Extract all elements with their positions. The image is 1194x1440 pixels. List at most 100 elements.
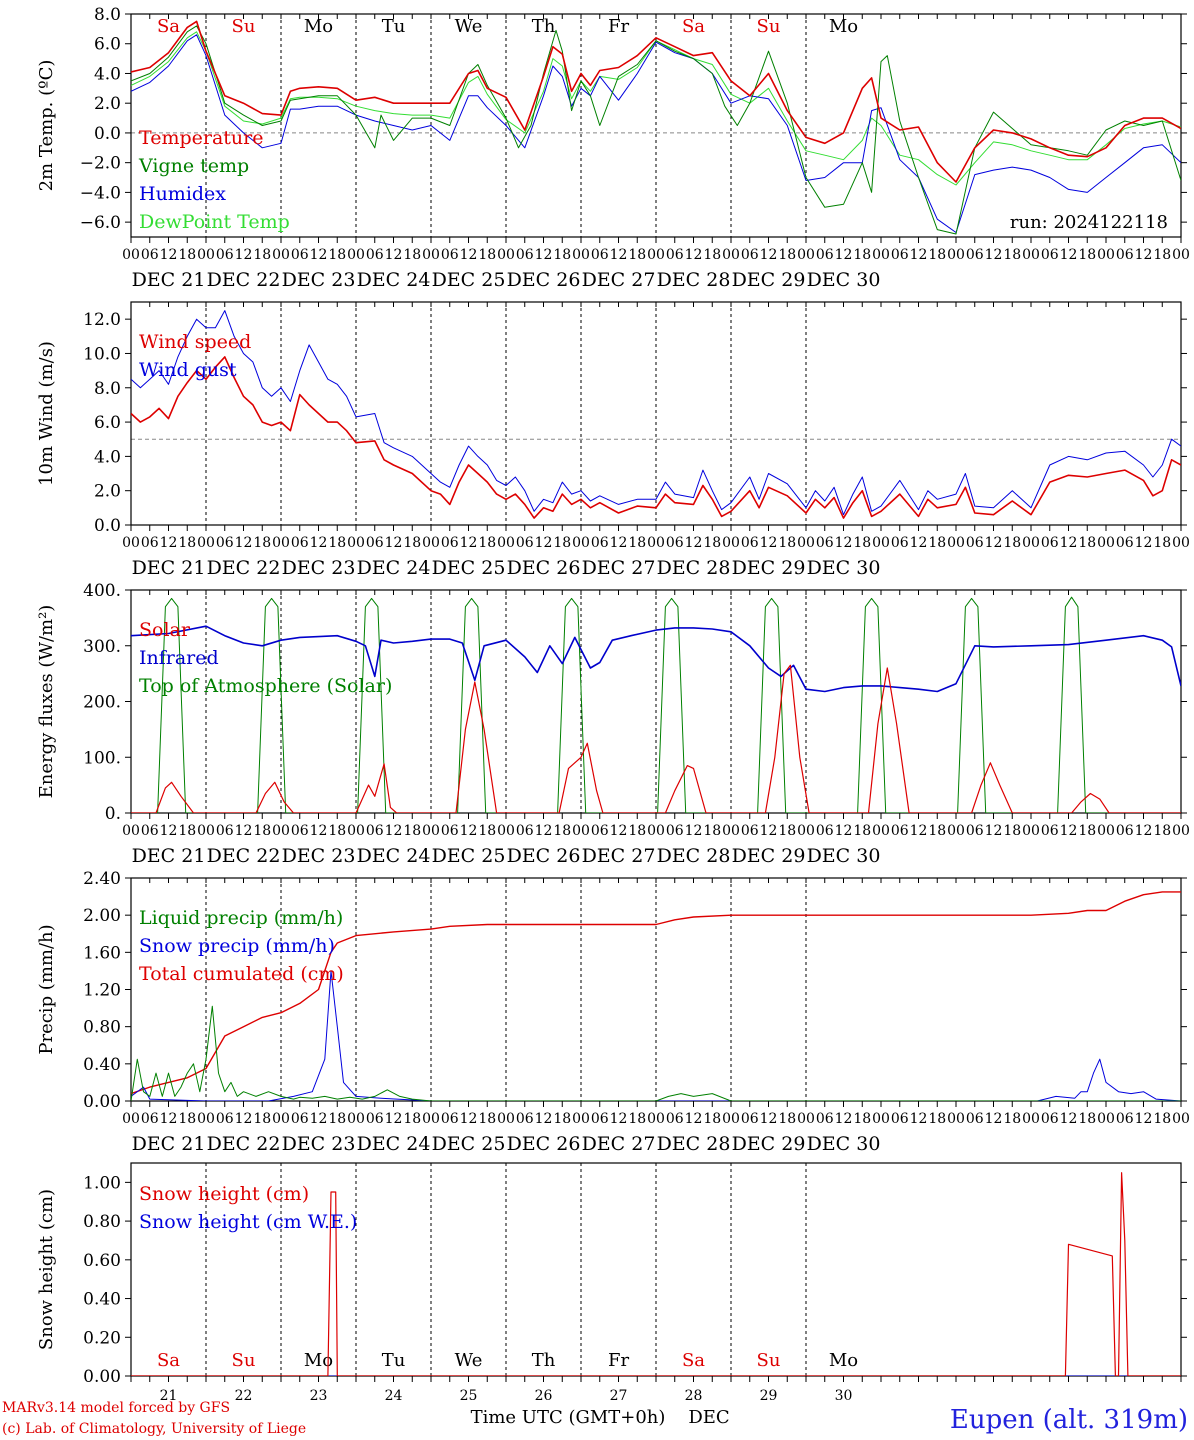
- x-day-number: 21: [160, 1388, 178, 1404]
- x-hour-label: 06: [516, 247, 534, 263]
- x-hour-label: 18: [478, 247, 496, 263]
- x-hour-label: 12: [760, 823, 778, 839]
- series-line: [131, 310, 1181, 516]
- x-hour-label: 18: [853, 247, 871, 263]
- series-group: [131, 20, 1181, 235]
- x-hour-label: 06: [1116, 247, 1134, 263]
- x-hour-label: 18: [928, 247, 946, 263]
- series-line: [131, 356, 1181, 519]
- x-hour-label: 18: [1153, 823, 1171, 839]
- weekday-label: Fr: [608, 1350, 629, 1371]
- x-hour-label: 12: [385, 535, 403, 551]
- x-date-label: DEC 22: [207, 269, 281, 291]
- x-hour-label: 00: [572, 247, 590, 263]
- x-hour-label: 06: [891, 823, 909, 839]
- x-hour-label: 18: [928, 535, 946, 551]
- x-hour-label: 12: [310, 1111, 328, 1127]
- x-hour-label: 12: [160, 823, 178, 839]
- x-hour-label: 00: [872, 247, 890, 263]
- series-line: [131, 596, 1181, 813]
- weekday-label: Mo: [304, 1350, 333, 1371]
- y-tick-label: 0.00: [83, 1092, 121, 1112]
- weekday-label: Su: [757, 1350, 781, 1371]
- weekday-label: Sa: [682, 1350, 705, 1371]
- x-hour-label: 00: [797, 535, 815, 551]
- x-hour-label: 06: [966, 247, 984, 263]
- x-day-number: 30: [835, 1388, 853, 1404]
- x-hour-label: 06: [966, 1111, 984, 1127]
- series-group: [131, 310, 1181, 519]
- weekday-label: Fr: [608, 16, 629, 37]
- x-hour-label: 18: [403, 1111, 421, 1127]
- x-hour-label: 18: [853, 535, 871, 551]
- x-hour-label: 06: [141, 535, 159, 551]
- legend-entry: Humidex: [139, 183, 226, 205]
- y-tick-label: −2.0: [80, 154, 121, 174]
- x-day-number: 29: [760, 1388, 778, 1404]
- x-date-label: DEC 24: [357, 557, 431, 579]
- x-hour-label: 12: [385, 823, 403, 839]
- y-tick-label: 8.0: [94, 379, 121, 399]
- x-hour-label: 12: [385, 247, 403, 263]
- x-hour-label: 12: [685, 247, 703, 263]
- x-hour-label: 18: [853, 823, 871, 839]
- x-hour-label: 00: [947, 1111, 965, 1127]
- x-hour-label: 00: [572, 535, 590, 551]
- x-hour-label: 18: [778, 535, 796, 551]
- weekday-label: We: [455, 16, 483, 37]
- x-hour-label: 00: [347, 823, 365, 839]
- x-hour-label: 00: [1022, 1111, 1040, 1127]
- x-day-number: 28: [685, 1388, 703, 1404]
- x-hour-label: 18: [628, 247, 646, 263]
- x-hour-label: 18: [703, 823, 721, 839]
- x-hour-label: 00: [1022, 247, 1040, 263]
- x-hour-label: 00: [797, 823, 815, 839]
- x-hour-label: 12: [460, 535, 478, 551]
- y-axis-label: Energy fluxes (W/m²): [36, 605, 57, 799]
- x-date-label: DEC 24: [357, 845, 431, 867]
- x-hour-label: 00: [1172, 1111, 1190, 1127]
- x-hour-label: 00: [422, 823, 440, 839]
- x-date-label: DEC 25: [432, 269, 506, 291]
- y-tick-label: 4.0: [94, 64, 121, 84]
- x-hour-label: 18: [1003, 247, 1021, 263]
- series-line: [131, 970, 1181, 1101]
- weekday-label: Th: [532, 16, 556, 37]
- y-tick-label: −4.0: [80, 183, 121, 203]
- x-hour-label: 06: [966, 535, 984, 551]
- x-hour-label: 00: [122, 535, 140, 551]
- legend-entry: Snow height (cm): [139, 1183, 309, 1205]
- weekday-label: Su: [232, 16, 256, 37]
- x-hour-label: 06: [816, 535, 834, 551]
- x-hour-label: 18: [553, 247, 571, 263]
- x-hour-label: 12: [760, 535, 778, 551]
- x-hour-label: 12: [1135, 1111, 1153, 1127]
- x-hour-label: 18: [328, 823, 346, 839]
- x-date-label: DEC 29: [732, 845, 806, 867]
- legend-entry: Wind speed: [139, 331, 251, 353]
- weekday-label: Su: [232, 1350, 256, 1371]
- x-hour-label: 12: [235, 1111, 253, 1127]
- x-hour-label: 00: [122, 1111, 140, 1127]
- x-hour-label: 00: [947, 823, 965, 839]
- x-hour-label: 00: [272, 247, 290, 263]
- meteogram-panels: −6.0 −4.0 −2.0 0.0 2.0 4.0 6.0 8.0 2m Temp. (ºC)…: [36, 5, 1190, 1404]
- x-hour-label: 12: [835, 535, 853, 551]
- legend-entry: Liquid precip (mm/h): [139, 907, 343, 929]
- x-hour-label: 18: [403, 535, 421, 551]
- weekday-label: Sa: [682, 16, 705, 37]
- x-axis-month: DEC: [688, 1407, 729, 1428]
- x-hour-label: 12: [760, 1111, 778, 1127]
- weekday-label: Mo: [304, 16, 333, 37]
- x-hour-label: 18: [403, 823, 421, 839]
- y-tick-label: 300.: [83, 637, 121, 657]
- x-hour-label: 06: [891, 1111, 909, 1127]
- x-hour-label: 00: [122, 247, 140, 263]
- x-hour-label: 18: [703, 247, 721, 263]
- weekday-label: We: [455, 1350, 483, 1371]
- x-hour-label: 12: [685, 535, 703, 551]
- panel-4: 0.00 0.40 0.80 1.20 1.60 2.00 2.40 Precip (mm/h…: [36, 869, 1190, 1155]
- x-hour-label: 12: [235, 823, 253, 839]
- y-tick-label: 2.00: [83, 906, 121, 926]
- x-hour-label: 12: [1135, 823, 1153, 839]
